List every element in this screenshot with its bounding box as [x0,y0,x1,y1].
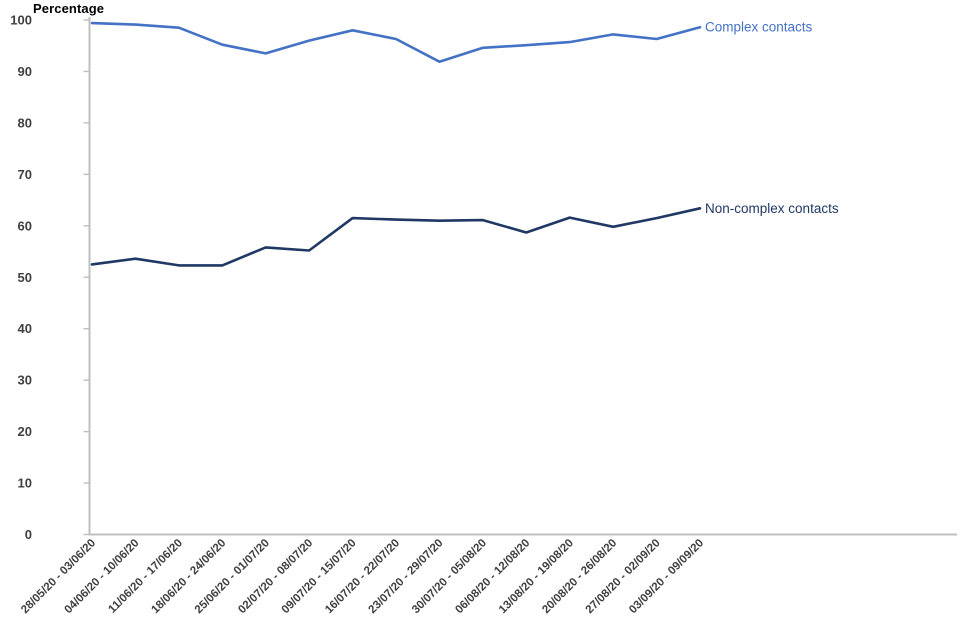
y-tick-label: 30 [18,373,32,388]
y-axis-title: Percentage [33,1,105,16]
x-tick-label: 06/08/20 - 12/08/20 [453,537,532,616]
x-tick-label: 11/06/20 - 17/06/20 [106,537,185,616]
series-line-complex-contacts [90,21,702,64]
y-tick-label: 0 [25,527,32,542]
series-label-non-complex-contacts: Non-complex contacts [705,201,839,216]
series-label-complex-contacts: Complex contacts [705,20,813,35]
y-tick-label: 100 [10,13,32,28]
x-tick-label: 27/08/20 - 02/09/20 [584,537,663,616]
y-tick-label: 90 [18,64,32,79]
y-tick-label: 60 [18,218,32,233]
x-tick-label: 23/07/20 - 29/07/20 [367,537,446,616]
x-tick-label: 16/07/20 - 22/07/20 [323,537,402,616]
series-line-non-complex-contacts [90,207,702,267]
y-tick-label: 50 [18,270,32,285]
y-tick-label: 70 [18,167,32,182]
x-tick-label: 18/06/20 - 24/06/20 [149,537,228,616]
x-tick-label: 20/08/20 - 26/08/20 [540,537,619,616]
x-tick-label: 13/08/20 - 19/08/20 [497,537,576,616]
x-tick-label: 02/07/20 - 08/07/20 [236,537,315,616]
x-tick-label: 28/05/20 - 03/06/20 [19,537,98,616]
x-tick-label: 04/06/20 - 10/06/20 [63,537,142,616]
y-tick-label: 10 [18,476,32,491]
y-tick-label: 20 [18,424,32,439]
y-tick-label: 40 [18,321,32,336]
x-tick-label: 30/07/20 - 05/08/20 [410,537,489,616]
x-tick-label: 09/07/20 - 15/07/20 [280,537,359,616]
x-tick-label: 25/06/20 - 01/07/20 [193,537,272,616]
x-tick-label: 03/09/20 - 09/09/20 [627,537,706,616]
y-tick-label: 80 [18,115,32,130]
